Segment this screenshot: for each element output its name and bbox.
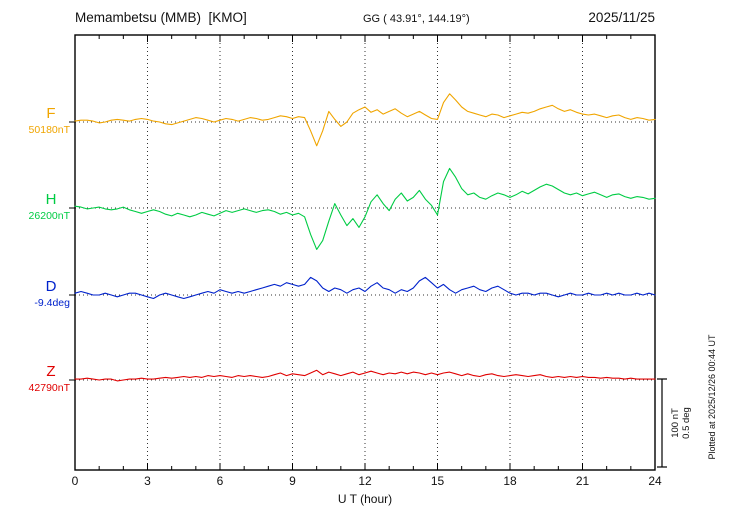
component-label-d: D [45,278,57,295]
component-label-f: F [46,105,56,122]
component-value-d: -9.4deg [34,297,70,309]
component-label-h: H [45,191,57,208]
x-tick-label: 24 [648,474,662,488]
x-tick-label: 12 [358,474,372,488]
component-value-z: 42790nT [28,382,70,394]
x-tick-label: 9 [289,474,296,488]
observation-date: 2025/11/25 [588,10,655,25]
x-tick-label: 21 [575,474,590,488]
x-tick-label: 18 [503,474,517,488]
station-title: Memambetsu (MMB) [KMO] [75,10,247,25]
component-label-z: Z [46,363,56,380]
x-tick-label: 6 [216,474,224,488]
component-value-f: 50180nT [28,124,70,136]
x-axis-title: U T (hour) [337,492,393,506]
component-value-h: 26200nT [28,210,70,222]
x-tick-label: 0 [71,474,79,488]
x-tick-label: 15 [430,474,445,488]
x-tick-label: 3 [144,474,151,488]
geographic-coordinates: GG ( 43.91°, 144.19°) [363,13,470,25]
